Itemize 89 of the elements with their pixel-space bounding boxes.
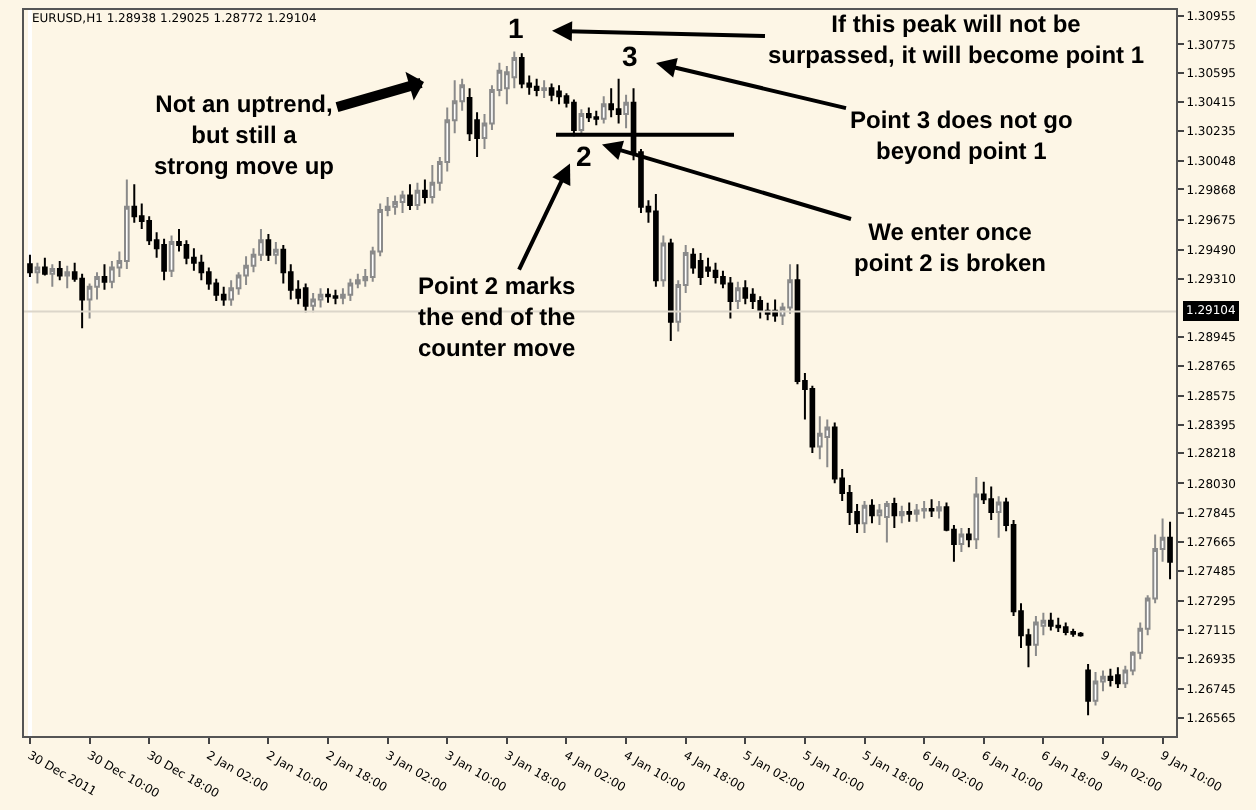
candlestick (198, 253, 205, 282)
candlestick (42, 256, 48, 277)
candlestick (220, 285, 227, 307)
annotation: 1 (508, 12, 524, 44)
candlestick (1092, 671, 1099, 707)
candlestick (518, 52, 525, 90)
candlestick (541, 79, 547, 99)
candlestick (586, 106, 592, 123)
candlestick (906, 501, 913, 523)
candlestick (124, 178, 130, 271)
candlestick (161, 237, 167, 282)
candlestick (928, 498, 935, 518)
candlestick (667, 237, 674, 343)
candlestick (392, 194, 398, 216)
candlestick (1062, 621, 1069, 637)
candlestick (228, 279, 234, 307)
candlestick (302, 282, 309, 314)
annotation: Point 3 does not go beyond point 1 (850, 106, 1073, 166)
candlestick (317, 287, 324, 309)
candlestick (653, 192, 659, 288)
candlestick (310, 292, 316, 314)
candlestick (995, 495, 1002, 539)
candlestick (861, 499, 868, 534)
candlestick (273, 240, 279, 266)
candlestick (556, 84, 562, 106)
candlestick (913, 503, 920, 523)
candlestick (1055, 616, 1062, 634)
candlestick (884, 499, 890, 544)
candlestick (660, 234, 667, 288)
candlestick (578, 108, 585, 136)
candlestick (56, 260, 63, 282)
candlestick (973, 475, 980, 550)
candlestick (891, 496, 898, 530)
candlestick (429, 164, 436, 205)
candlestick (168, 234, 175, 279)
candlestick (817, 415, 823, 461)
candlestick (966, 527, 972, 549)
candlestick (548, 82, 555, 103)
candlestick (533, 77, 540, 98)
candlestick (27, 253, 33, 279)
candlestick (600, 95, 607, 125)
candlestick (1033, 615, 1039, 658)
candlestick (407, 183, 413, 211)
candlestick (347, 277, 354, 303)
annotation: 2 (576, 140, 592, 172)
candlestick (749, 287, 756, 311)
candlestick (593, 109, 600, 127)
candlestick (623, 93, 629, 130)
candlestick (898, 504, 905, 525)
candlestick (422, 178, 428, 205)
candlestick (340, 287, 346, 306)
candlestick (615, 77, 622, 125)
candlestick (399, 189, 406, 215)
candlestick (988, 485, 995, 522)
candlestick (34, 261, 41, 285)
candlestick (191, 247, 197, 272)
annotation: We enter once point 2 is broken (854, 218, 1047, 278)
candlestick (1047, 611, 1054, 632)
candlestick (414, 181, 421, 211)
candlestick (325, 287, 331, 304)
candlestick (243, 255, 249, 287)
candlestick (608, 87, 614, 119)
candlestick (1085, 663, 1091, 717)
candlestick (712, 261, 719, 285)
candlestick (265, 232, 272, 263)
candlestick (705, 256, 711, 279)
annotation: 3 (622, 40, 638, 72)
candlestick (697, 252, 704, 287)
candlestick (869, 498, 875, 525)
candlestick (824, 418, 831, 469)
candlestick (921, 499, 927, 520)
candlestick (757, 295, 764, 320)
candlestick (735, 280, 741, 311)
candlestick (131, 183, 138, 224)
annotation: If this peak will not be surpassed, it will become point 1 (768, 10, 1145, 70)
candlestick (1167, 520, 1173, 581)
candlestick (936, 499, 942, 520)
candlestick (1107, 667, 1114, 688)
candlestick (727, 276, 734, 320)
candlestick (64, 264, 71, 290)
candlestick (49, 263, 56, 288)
candlestick (1070, 627, 1076, 638)
annotation: Not an uptrend, but still a strong move up (154, 90, 335, 181)
candlestick (958, 527, 965, 554)
candlestick (332, 288, 339, 306)
candlestick (1115, 666, 1121, 690)
candlestick (101, 263, 108, 291)
candlestick (742, 279, 749, 306)
annotation: Point 2 marks the end of the counter move (418, 272, 577, 363)
